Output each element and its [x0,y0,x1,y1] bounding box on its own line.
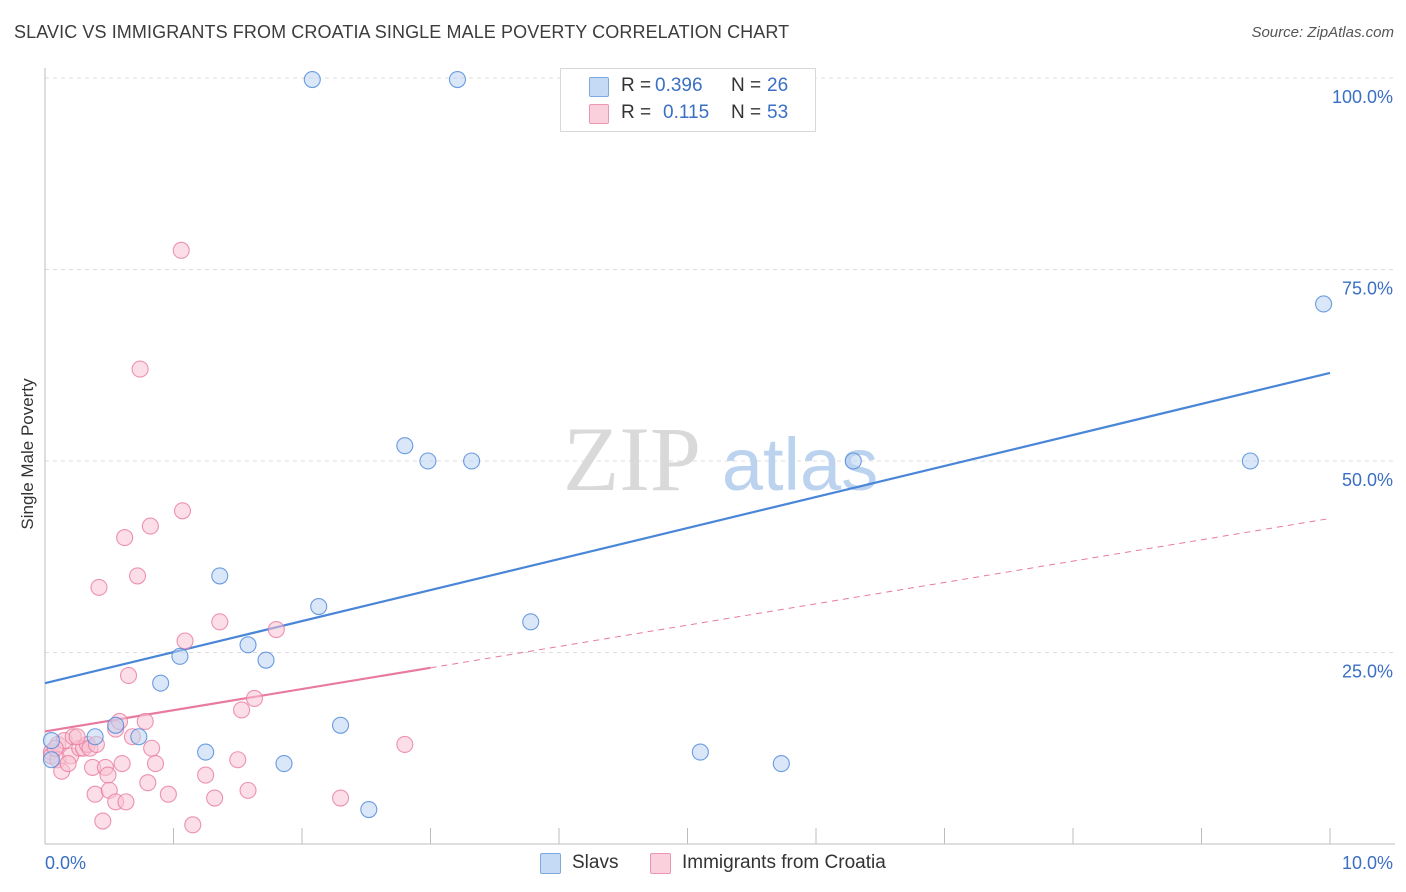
point-croatia [128,567,147,585]
point-croatia [143,739,161,757]
legend-n-value: 53 [767,102,789,123]
legend-r-label: R = [621,102,652,123]
y-tick-label: 100.0% [1332,87,1393,107]
legend-r-value: 0.396 [655,75,703,96]
point-slavs [691,743,709,761]
point-croatia [331,789,350,807]
point-croatia [159,785,177,803]
point-croatia [86,785,104,803]
point-slavs [522,613,540,631]
x-tick-label: 0.0% [45,853,86,873]
x-tick-label: 10.0% [1342,853,1393,873]
watermark: ZIP atlas [563,408,878,510]
point-slavs [152,674,170,692]
point-croatia [94,812,112,830]
point-croatia [90,578,108,596]
point-slavs [331,716,350,734]
point-croatia [68,728,86,746]
point-slavs [239,636,257,654]
point-slavs [463,452,481,470]
point-slavs [42,751,60,769]
point-croatia [172,241,190,259]
point-slavs [419,452,437,470]
point-croatia [184,816,202,834]
point-slavs [171,647,189,665]
tick-labels: 25.0% 50.0% 75.0% 100.0% 0.0% 10.0% [45,87,1393,873]
bottom-legend-label: Immigrants from Croatia [682,852,886,873]
point-croatia [396,735,414,753]
point-croatia [113,755,131,773]
y-tick-label: 50.0% [1342,470,1393,490]
trend-line-croatia [44,666,431,733]
point-croatia [117,793,135,811]
y-tick-label: 75.0% [1342,279,1393,299]
point-croatia [139,774,157,792]
point-slavs [396,437,414,455]
point-slavs [257,651,275,669]
source-label: Source: ZipAtlas.com [1251,24,1394,41]
point-slavs [772,755,790,773]
grid-lines [45,77,1395,653]
legend-n-value: 26 [767,75,789,96]
point-slavs [844,452,862,470]
legend-r-label: R = [621,75,652,96]
point-croatia [99,766,117,784]
point-croatia [119,666,138,685]
point-slavs [42,732,60,750]
axes [44,68,1395,845]
point-croatia [173,502,192,520]
point-croatia [197,766,215,784]
legend-swatch-croatia [589,104,609,124]
legend-n-label: N = [731,102,762,123]
trend-line-extension [430,517,1331,669]
point-croatia [229,751,247,769]
chart-title: SLAVIC VS IMMIGRANTS FROM CROATIA SINGLE… [14,22,790,42]
point-croatia [211,613,229,631]
point-croatia [146,755,165,773]
point-croatia [267,620,285,639]
point-croatia [59,755,77,773]
y-tick-label: 25.0% [1342,662,1393,682]
point-croatia [233,701,251,719]
point-croatia [136,712,154,730]
watermark-zip: ZIP [563,408,701,510]
point-croatia [206,789,224,807]
point-slavs [1315,295,1333,313]
point-croatia [245,689,264,708]
point-slavs [211,567,229,585]
point-croatia [131,360,149,378]
point-slavs [310,597,328,616]
point-slavs [360,800,378,819]
legend-n-label: N = [731,75,762,96]
stats-legend: R = 0.396 N = 26 R = 0.115 N = 53 [560,68,816,132]
data-points [42,70,1333,834]
point-slavs [303,70,321,89]
point-croatia [239,781,257,799]
bottom-swatch-slavs [540,853,561,874]
point-slavs [275,755,293,773]
point-slavs [1241,452,1259,470]
point-slavs [86,728,104,746]
point-slavs [130,728,148,746]
trend-line-slavs [44,371,1331,685]
bottom-legend-label: Slavs [572,852,619,873]
point-slavs [197,743,215,761]
point-slavs [448,70,467,89]
point-slavs [107,716,125,734]
y-axis-label: Single Male Poverty [18,378,37,530]
bottom-swatch-croatia [650,853,671,874]
point-croatia [141,517,159,535]
legend-swatch-slavs [589,77,609,97]
point-croatia [116,529,134,547]
point-croatia [176,632,194,650]
legend-r-value: 0.115 [663,102,710,123]
